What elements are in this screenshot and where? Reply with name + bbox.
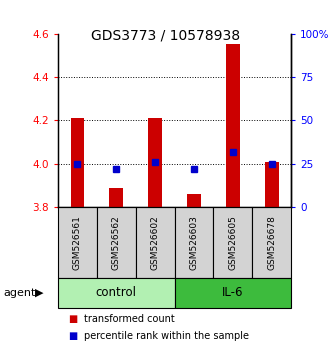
Text: GSM526603: GSM526603	[190, 215, 199, 270]
Bar	[136, 207, 174, 278]
Text: ■: ■	[68, 314, 77, 324]
Text: transformed count: transformed count	[84, 314, 175, 324]
Bar	[148, 118, 162, 207]
Bar	[213, 207, 252, 278]
Text: GDS3773 / 10578938: GDS3773 / 10578938	[91, 28, 240, 42]
Text: ■: ■	[68, 331, 77, 341]
Bar	[252, 207, 291, 278]
Text: GSM526605: GSM526605	[228, 215, 237, 270]
Bar	[110, 188, 123, 207]
Bar	[174, 278, 291, 308]
Bar	[58, 207, 97, 278]
Text: GSM526602: GSM526602	[151, 215, 160, 270]
Bar	[226, 45, 240, 207]
Text: agent: agent	[3, 288, 36, 298]
Text: IL-6: IL-6	[222, 286, 244, 299]
Bar	[97, 207, 136, 278]
Bar	[187, 194, 201, 207]
Text: GSM526562: GSM526562	[112, 215, 121, 270]
Text: ▶: ▶	[35, 288, 43, 298]
Bar	[58, 278, 174, 308]
Text: GSM526678: GSM526678	[267, 215, 276, 270]
Text: percentile rank within the sample: percentile rank within the sample	[84, 331, 249, 341]
Text: control: control	[96, 286, 137, 299]
Bar	[265, 161, 279, 207]
Bar	[71, 118, 84, 207]
Text: GSM526561: GSM526561	[73, 215, 82, 270]
Bar	[174, 207, 213, 278]
